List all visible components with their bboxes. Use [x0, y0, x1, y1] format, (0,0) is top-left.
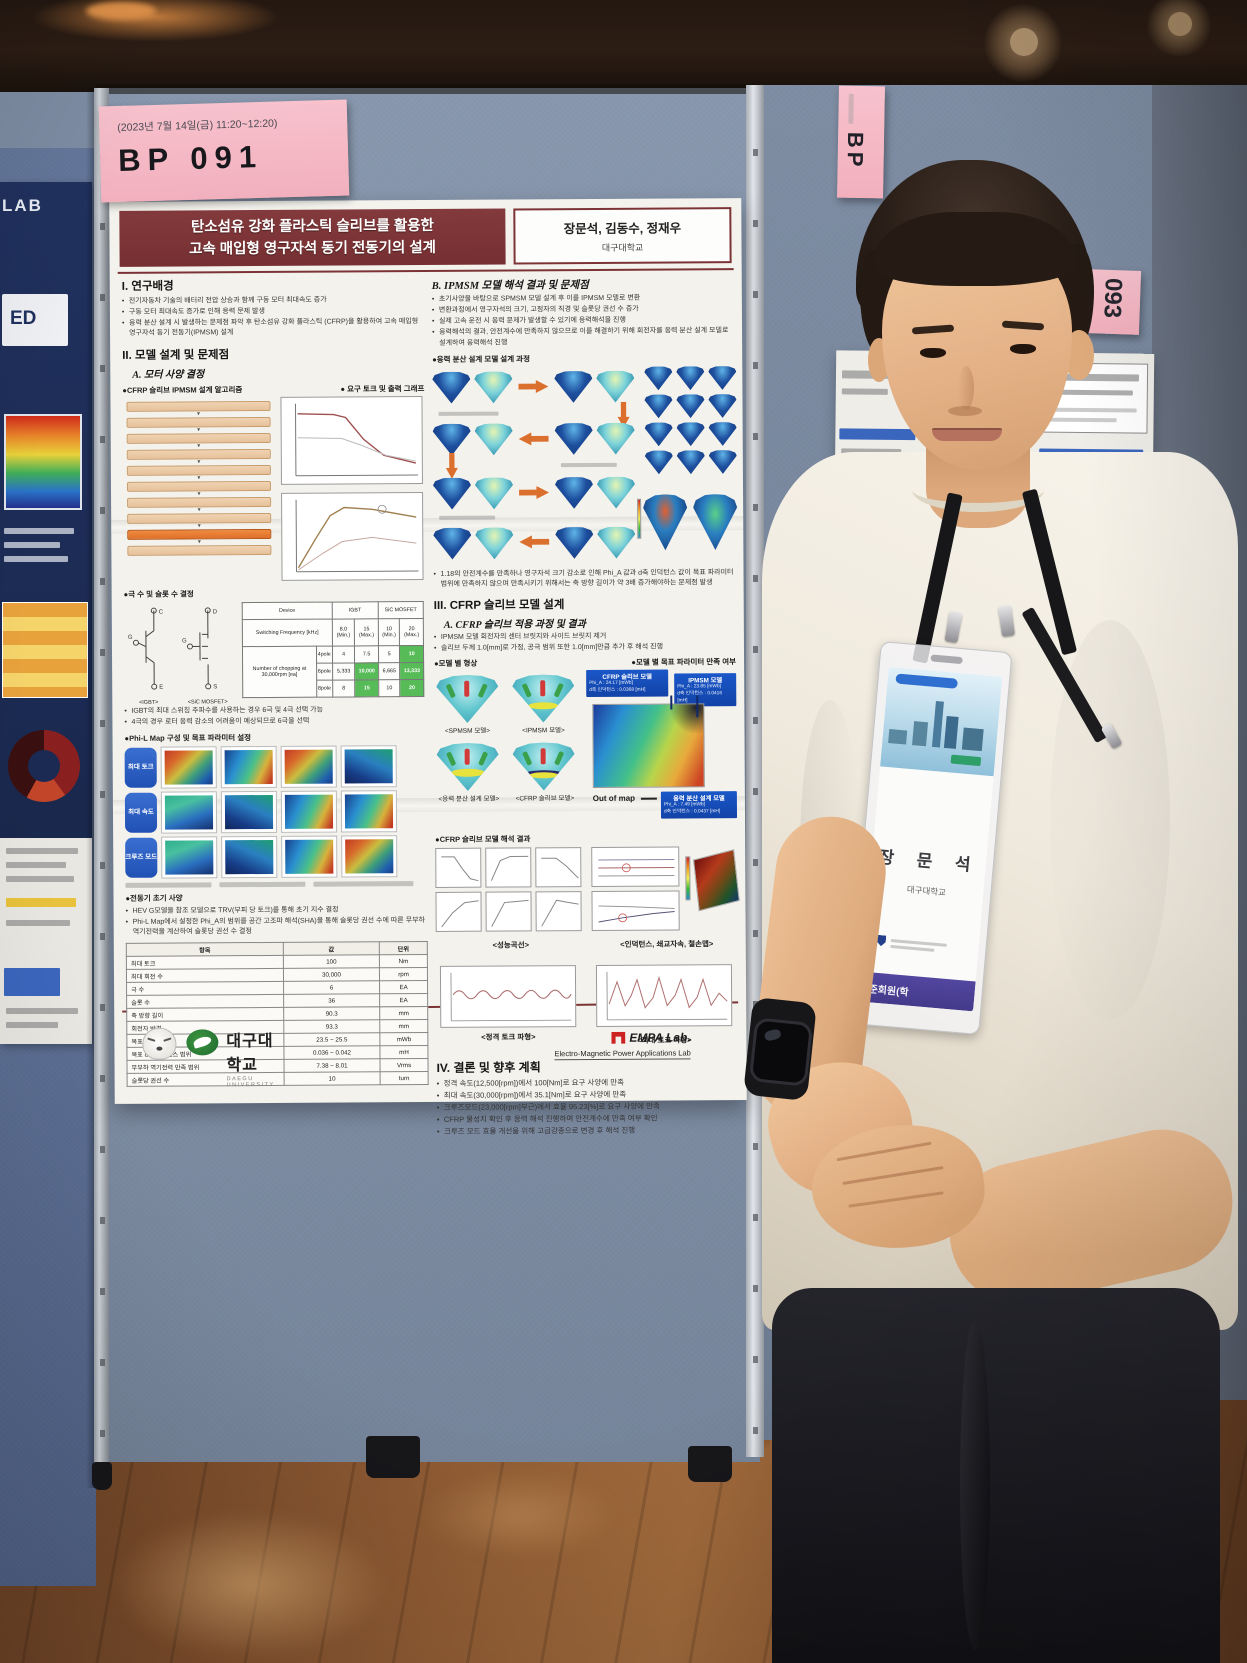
poster-right-column: B. IPMSM 모델 해석 결과 및 문제점 초기사양을 바탕으로 SPMSM…: [432, 274, 740, 1138]
power-speed-graph: [281, 491, 424, 581]
perf-graph: [435, 891, 482, 933]
floor-highlight: [420, 1470, 620, 1560]
floor-highlight: [110, 1510, 390, 1660]
badge-member-type: 준회원(학: [868, 984, 910, 999]
ceiling-glow: [30, 0, 280, 42]
pants: [772, 1288, 1220, 1663]
badge-name: 장 문 석: [877, 847, 981, 876]
pole-foot: [92, 1462, 112, 1490]
board-top-shadow: [96, 84, 760, 94]
max-torque-waveform: [595, 964, 733, 1028]
board-foot: [688, 1446, 732, 1482]
poster-left-column: I. 연구배경 전기자동차 기술의 배터리 전압 상승과 함께 구동 모터 최대…: [122, 276, 429, 1087]
eye: [920, 348, 946, 358]
svg-text:E: E: [159, 684, 163, 690]
left-poster-colormap: [4, 414, 82, 510]
ceiling-glow-bright: [86, 2, 156, 20]
poster-paper: 탄소섬유 강화 플라스틱 슬리브를 활용한 고속 매입형 영구자석 동기 전동기…: [109, 198, 747, 1136]
left-poster-white-section: [0, 838, 92, 1044]
perf-graph: [485, 891, 532, 932]
badge-affiliation: 대구대학교: [906, 884, 947, 898]
badge-member-band: 준회원(학: [859, 971, 976, 1012]
badge-slot: [930, 654, 963, 665]
svg-text:D: D: [213, 609, 218, 615]
nostril-shade: [948, 406, 982, 416]
frame-pole-right: [746, 85, 764, 1457]
left-poster: LAB ED: [0, 182, 92, 1044]
left-poster-ed-box: ED: [2, 294, 68, 346]
rated-torque-waveform: [439, 965, 577, 1029]
eye: [1010, 344, 1036, 354]
left-poster-ed-text: ED: [10, 308, 37, 329]
board-foot: [366, 1436, 420, 1478]
badge-header-image: [880, 666, 1003, 777]
left-poster-table: [2, 602, 88, 698]
pants-crease: [960, 1320, 990, 1650]
hair-fringe: [874, 212, 1078, 286]
torque-speed-graph: [280, 395, 423, 485]
nose-shadow: [958, 366, 974, 410]
watch-face: [748, 1017, 814, 1087]
badge-card: 장 문 석 대구대학교 준회원(학: [859, 666, 1003, 1012]
svg-text:G: G: [182, 638, 187, 644]
perf-graph: [485, 847, 532, 888]
collar: [912, 468, 1044, 512]
flux-graph: [591, 890, 680, 932]
inductance-graph: [591, 846, 680, 888]
spec-figure-row: ▾ ▾ ▾ ▾ ▾ ▾ ▾ ▾ ▾: [122, 395, 425, 584]
torque-waveforms-figure: <정격 토크 파형> <최대 토크 파형>: [436, 964, 739, 1052]
left-poster-donut-hole: [28, 750, 60, 782]
perf-graph: [535, 891, 582, 932]
ceiling-light-core: [1168, 12, 1192, 36]
svg-text:G: G: [128, 634, 133, 640]
svg-text:C: C: [159, 609, 164, 615]
perf-graph: [435, 847, 482, 889]
analysis-results-figure: <성능곡선> <인덕턴스, 쇄교자속, 철손맵>: [435, 846, 740, 966]
ceiling-light-core: [1010, 28, 1038, 56]
mouth: [932, 428, 1002, 441]
svg-text:S: S: [213, 684, 217, 690]
left-poster-lab-text: LAB: [2, 196, 43, 215]
perf-graph: [535, 847, 582, 888]
frame-pole-left: [94, 88, 109, 1468]
